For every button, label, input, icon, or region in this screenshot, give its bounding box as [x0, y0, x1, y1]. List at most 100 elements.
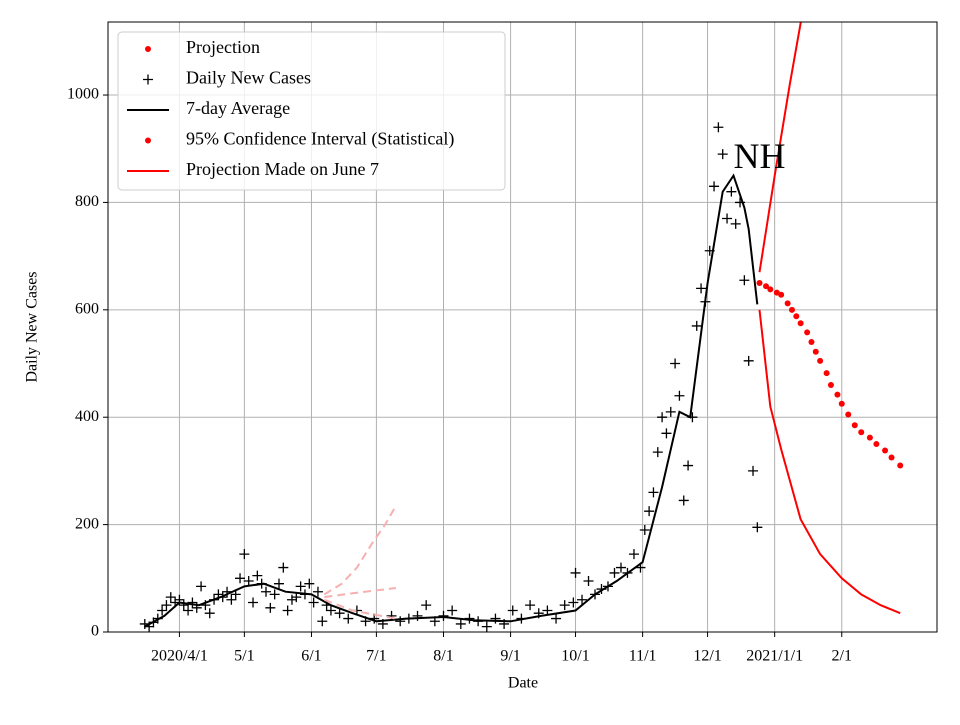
- plus-marker: [178, 600, 189, 611]
- x-tick-label: 9/1: [500, 648, 520, 665]
- plus-marker: [235, 573, 246, 584]
- x-tick-label: 11/1: [629, 648, 657, 665]
- y-tick-label: 0: [91, 623, 99, 640]
- dot: [793, 313, 800, 320]
- plus-marker: [648, 487, 659, 498]
- plus-marker: [273, 578, 284, 589]
- dot: [823, 370, 830, 377]
- plus-marker: [421, 600, 432, 611]
- plus-marker: [525, 600, 536, 611]
- plus-marker: [730, 218, 741, 229]
- dot: [817, 357, 824, 364]
- y-tick-label: 1000: [67, 86, 99, 103]
- plus-marker: [674, 390, 685, 401]
- plus-marker: [661, 428, 672, 439]
- ticks: 0 200 400 600 800 1000 2020/4/1 5/1 6/1 7/1 8/1 9/1…: [67, 86, 852, 665]
- plus-marker: [295, 581, 306, 592]
- dot: [827, 381, 834, 388]
- plus-marker: [722, 213, 733, 224]
- dot: [834, 391, 841, 398]
- plus-marker: [678, 495, 689, 506]
- plus-marker: [239, 549, 250, 560]
- line: [324, 587, 397, 599]
- plus-marker: [752, 522, 763, 533]
- annotation: NH: [734, 136, 786, 176]
- plus-marker: [490, 613, 501, 624]
- plus-marker: [243, 575, 254, 586]
- plus-marker: [143, 74, 153, 85]
- y-tick-label: 200: [75, 515, 99, 532]
- plus-marker: [551, 613, 562, 624]
- dot: [145, 46, 151, 52]
- plus-marker: [265, 602, 276, 613]
- dot: [767, 286, 774, 293]
- x-tick-label: 2/1: [832, 648, 852, 665]
- dot: [763, 283, 770, 290]
- dot: [145, 137, 151, 144]
- plus-marker: [568, 597, 579, 608]
- plus-marker: [628, 549, 639, 560]
- y-tick-label: 400: [75, 408, 99, 425]
- y-tick-label: 600: [75, 300, 99, 317]
- dot: [804, 329, 811, 336]
- x-tick-label: 2020/4/1: [151, 648, 208, 665]
- legend-label: 95% Confidence Interval (Statistical): [186, 129, 454, 150]
- dot: [851, 422, 858, 429]
- x-tick-label: 6/1: [301, 648, 321, 665]
- legend-label: Projection Made on June 7: [186, 159, 379, 179]
- plus-marker: [261, 586, 272, 597]
- plus-marker: [739, 275, 750, 286]
- plus-marker: [644, 506, 655, 517]
- plus-marker: [542, 605, 553, 616]
- line: [758, 22, 802, 273]
- plus-marker: [304, 578, 315, 589]
- dot: [888, 454, 895, 461]
- plus-marker: [481, 621, 492, 632]
- plus-marker: [683, 460, 694, 471]
- plus-marker: [196, 581, 207, 592]
- x-axis-label: Date: [508, 675, 538, 692]
- plus-marker: [412, 610, 423, 621]
- x-tick-label: 5/1: [234, 648, 254, 665]
- plus-marker: [343, 613, 354, 624]
- x-tick-label: 12/1: [693, 648, 721, 665]
- dot: [897, 462, 904, 469]
- dot: [845, 411, 852, 418]
- dot: [812, 348, 819, 355]
- line: [324, 598, 397, 620]
- y-axis-label: Daily New Cases: [24, 271, 41, 382]
- dot: [797, 320, 804, 327]
- dot: [784, 300, 791, 307]
- plot-area: [139, 22, 904, 632]
- dot: [756, 279, 763, 286]
- plus-marker: [639, 524, 650, 535]
- legend-label: Daily New Cases: [186, 68, 311, 88]
- plus-marker: [278, 562, 289, 573]
- y-tick-label: 800: [75, 193, 99, 210]
- plus-marker: [157, 605, 168, 616]
- plus-marker: [615, 562, 626, 573]
- x-tick-label: 2021/1/1: [746, 648, 803, 665]
- dot: [808, 339, 815, 346]
- plus-marker: [325, 605, 336, 616]
- legend-label: Projection: [186, 37, 260, 57]
- plus-marker: [609, 567, 620, 578]
- legend-box: [117, 31, 506, 191]
- line: [144, 173, 759, 628]
- dot: [882, 447, 889, 454]
- plus-marker: [204, 608, 215, 619]
- x-tick-label: 7/1: [366, 648, 386, 665]
- plus-marker: [577, 594, 588, 605]
- plus-marker: [696, 283, 707, 294]
- plus-marker: [583, 575, 594, 586]
- plus-marker: [447, 605, 458, 616]
- plus-marker: [282, 605, 293, 616]
- plus-marker: [226, 594, 237, 605]
- plus-marker: [334, 608, 345, 619]
- dot: [788, 306, 795, 313]
- plus-marker: [743, 355, 754, 366]
- dot: [873, 441, 880, 448]
- plus-marker: [713, 122, 724, 133]
- plus-marker: [269, 589, 280, 600]
